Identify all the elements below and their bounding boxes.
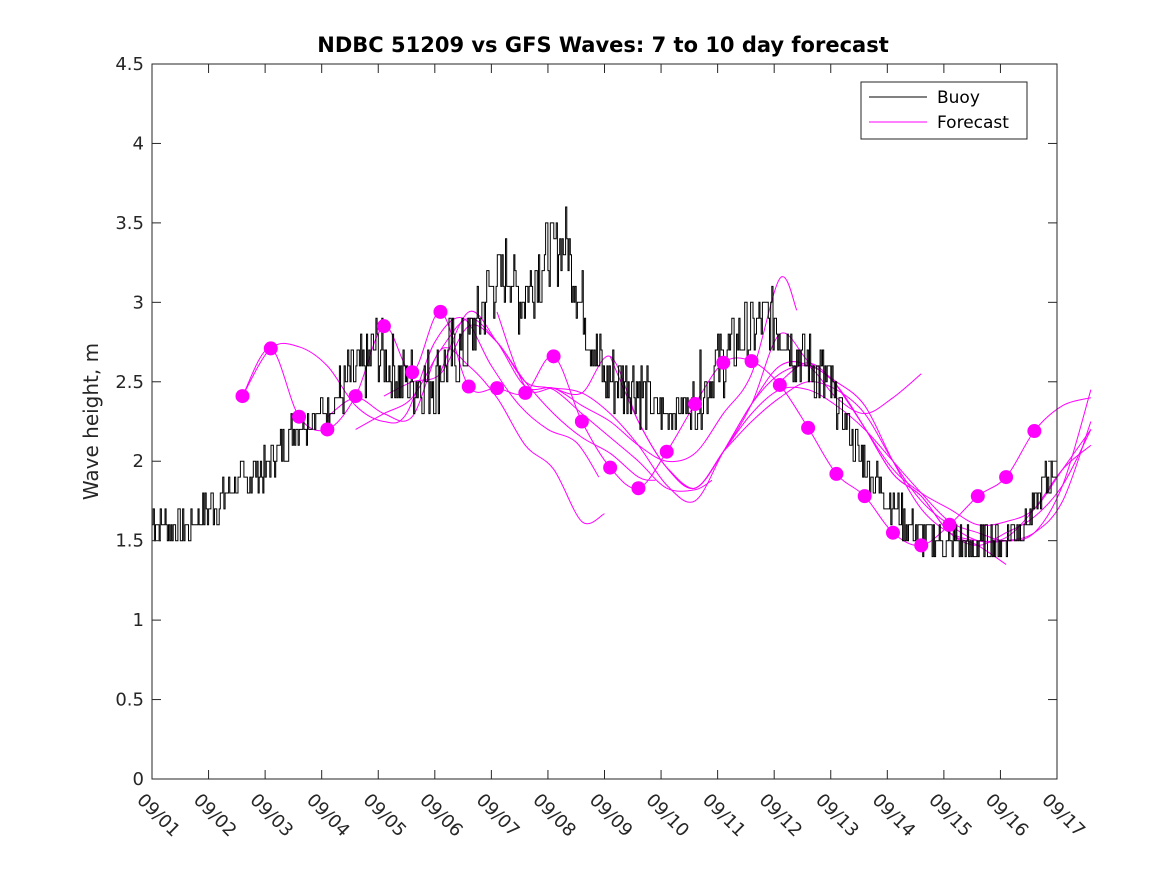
- legend-label-buoy: Buoy: [937, 88, 980, 108]
- forecast-point: [348, 389, 363, 404]
- y-axis-label: Wave height, m: [79, 343, 103, 500]
- forecast-point: [801, 420, 816, 435]
- forecast-point: [263, 341, 278, 356]
- y-tick-label: 0: [133, 769, 144, 790]
- forecast-point: [433, 304, 448, 319]
- buoy-line: [152, 206, 1058, 558]
- forecast-point: [914, 538, 929, 553]
- forecast-point: [574, 414, 589, 429]
- forecast-point: [235, 389, 250, 404]
- forecast-line-run-5: [440, 276, 798, 463]
- forecast-point: [659, 444, 674, 459]
- forecast-point: [1027, 424, 1042, 439]
- plot-background: [152, 64, 1057, 779]
- forecast-point: [518, 385, 533, 400]
- chart-title: NDBC 51209 vs GFS Waves: 7 to 10 day for…: [317, 33, 888, 57]
- y-tick-label: 1.5: [115, 531, 144, 552]
- forecast-point: [320, 422, 335, 437]
- y-tick-label: 3: [133, 292, 144, 313]
- y-tick-label: 2.5: [115, 372, 144, 393]
- forecast-point: [292, 409, 307, 424]
- y-tick-label: 4.5: [115, 54, 144, 75]
- forecast-point: [744, 354, 759, 369]
- legend: Buoy Forecast: [860, 81, 1028, 140]
- plot-area: [151, 63, 1092, 780]
- forecast-point: [490, 381, 505, 396]
- y-tick-label: 0.5: [115, 690, 144, 711]
- legend-box: [860, 81, 1028, 140]
- forecast-point: [546, 349, 561, 364]
- series-layer: [152, 206, 1092, 565]
- forecast-line-run-1: [242, 316, 600, 478]
- forecast-line-run-6: [496, 311, 922, 503]
- legend-label-forecast: Forecast: [937, 113, 1009, 133]
- y-tick-label: 3.5: [115, 213, 144, 234]
- forecast-point: [603, 460, 618, 475]
- forecast-line-run-9: [666, 386, 1092, 542]
- y-tick-label: 2: [133, 451, 144, 472]
- forecast-point: [942, 517, 957, 532]
- forecast-point: [772, 377, 787, 392]
- forecast-point: [376, 319, 391, 334]
- forecast-point: [631, 481, 646, 496]
- forecast-point: [857, 489, 872, 504]
- forecast-point: [461, 379, 476, 394]
- forecast-line-run-2: [327, 347, 605, 525]
- forecast-point: [999, 470, 1014, 485]
- forecast-line-run-3: [355, 317, 656, 481]
- forecast-point: [970, 489, 985, 504]
- forecast-point: [405, 365, 420, 380]
- forecast-point: [688, 397, 702, 412]
- forecast-point: [716, 355, 731, 370]
- forecast-point: [829, 466, 844, 481]
- y-tick-label: 4: [133, 133, 144, 154]
- forecast-point: [885, 525, 900, 540]
- y-axis: 0 0.5 1 1.5 2 2.5 3 3.5 4 4.5: [115, 54, 1057, 790]
- y-tick-label: 1: [133, 610, 144, 631]
- forecast-line-run-12: [835, 384, 1092, 546]
